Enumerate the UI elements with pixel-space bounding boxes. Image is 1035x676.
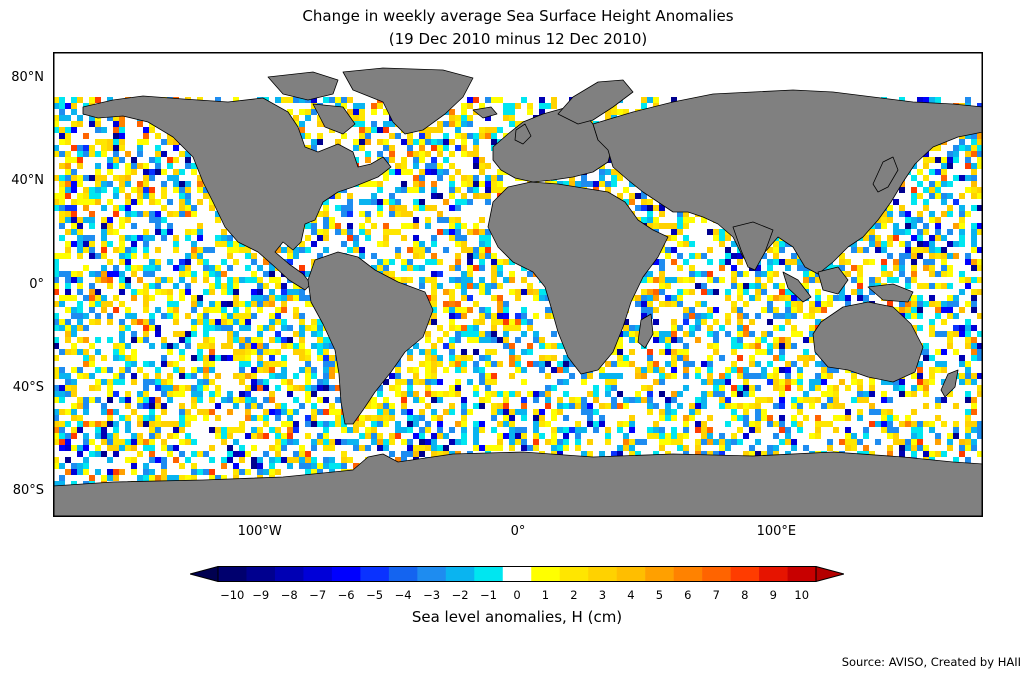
land-south-america <box>307 251 434 425</box>
colorbar-tick-label: −4 <box>394 588 412 602</box>
land-antarctica <box>53 451 983 517</box>
colorbar-segment <box>417 566 447 582</box>
colorbar-tick-label: 8 <box>741 588 749 602</box>
colorbar-segment <box>502 566 532 582</box>
land-new-zealand <box>940 369 959 398</box>
lat-label: 80°N <box>11 69 44 85</box>
colorbar-segment <box>645 566 674 582</box>
colorbar-tick-label: −9 <box>252 588 270 602</box>
land-india <box>732 221 774 271</box>
colorbar-segment <box>702 566 731 582</box>
source-credit: Source: AVISO, Created by HAII <box>841 655 1021 669</box>
colorbar-segment <box>559 566 589 582</box>
colorbar-tick-label: 4 <box>627 588 635 602</box>
colorbar-low-arrow <box>190 566 219 582</box>
land-asia <box>592 89 983 275</box>
land-arctic-islands <box>267 71 339 101</box>
colorbar-tick-label: 7 <box>712 588 720 602</box>
lon-label: 0° <box>510 524 526 539</box>
colorbar-tick-label: −1 <box>480 588 497 602</box>
colorbar-tick-label: 0 <box>513 588 521 602</box>
land-iceland <box>472 106 498 119</box>
colorbar-tick-label: −6 <box>337 588 355 602</box>
colorbar-tick-label: 5 <box>655 588 664 602</box>
land-baffin <box>312 103 356 135</box>
colorbar-segment <box>730 566 760 582</box>
colorbar-tick-label: −8 <box>280 588 298 602</box>
colorbar-tick-label: −2 <box>451 588 469 602</box>
colorbar-tick-label: 6 <box>684 588 692 602</box>
colorbar-tick-label: 3 <box>598 588 607 602</box>
world-map <box>53 52 983 517</box>
colorbar <box>190 566 844 582</box>
colorbar-segment <box>616 566 646 582</box>
colorbar-tick-label: −5 <box>366 588 384 602</box>
colorbar-segment <box>331 566 361 582</box>
land-new-guinea <box>867 283 914 303</box>
land-australia <box>812 301 924 383</box>
land-masses <box>53 67 983 517</box>
colorbar-segment <box>303 566 333 582</box>
colorbar-tick-label: −10 <box>220 588 245 602</box>
lat-label: 40°S <box>12 379 44 395</box>
colorbar-segment <box>673 566 703 582</box>
colorbar-outline <box>217 566 817 582</box>
land-madagascar <box>637 313 654 349</box>
lon-label: 100°W <box>237 524 282 539</box>
land-north-america <box>82 95 392 291</box>
colorbar-segment <box>218 566 247 582</box>
map-subtitle: (19 Dec 2010 minus 12 Dec 2010) <box>388 30 648 48</box>
colorbar-segment <box>445 566 475 582</box>
map-border <box>53 52 983 517</box>
land-scandinavia <box>557 79 634 125</box>
colorbar-tick-label: −7 <box>309 588 327 602</box>
colorbar-segment <box>759 566 788 582</box>
colorbar-high-arrow <box>815 566 844 582</box>
land-indonesia-sumatra <box>782 271 812 303</box>
colorbar-segment <box>246 566 276 582</box>
colorbar-segment <box>474 566 504 582</box>
colorbar-segment <box>274 566 304 582</box>
colorbar-segment <box>388 566 418 582</box>
land-japan <box>872 156 899 193</box>
colorbar-tick-label: 10 <box>794 588 810 602</box>
colorbar-tick-label: 2 <box>570 588 578 602</box>
colorbar-segment <box>787 566 817 582</box>
colorbar-segment <box>531 566 561 582</box>
land-africa <box>487 181 669 375</box>
lat-label: 0° <box>29 276 44 292</box>
colorbar-tick-label: 1 <box>541 588 550 602</box>
land-greenland <box>342 67 474 135</box>
map-title: Change in weekly average Sea Surface Hei… <box>302 7 734 25</box>
lat-label: 80°S <box>12 483 44 499</box>
colorbar-label: Sea level anomalies, H (cm) <box>411 608 623 626</box>
lat-label: 40°N <box>11 173 44 189</box>
colorbar-tick-label: 9 <box>769 588 777 602</box>
land-british-isles <box>514 123 532 145</box>
land-indonesia-borneo <box>817 266 849 295</box>
colorbar-segment <box>360 566 390 582</box>
colorbar-segment <box>588 566 617 582</box>
lon-label: 100°E <box>756 524 797 539</box>
colorbar-tick-label: −3 <box>423 588 441 602</box>
